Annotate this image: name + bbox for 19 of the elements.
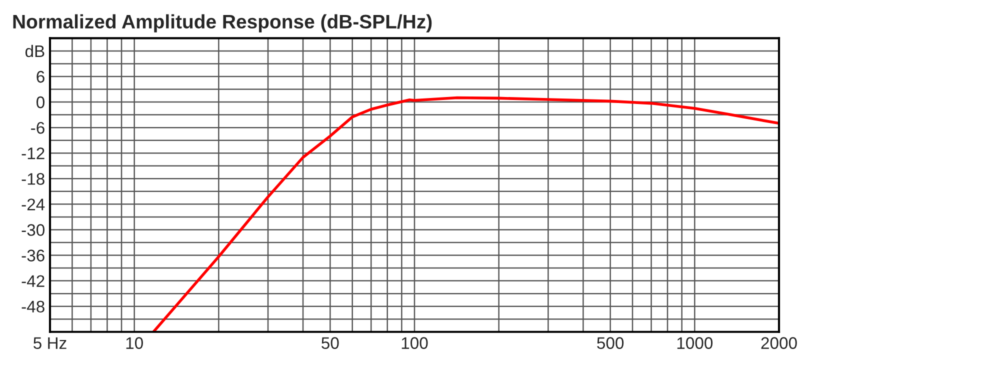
x-tick-label: 10 xyxy=(126,337,143,349)
y-tick-label: -48 xyxy=(22,300,44,313)
x-tick-label: 50 xyxy=(322,337,339,349)
chart-title: Normalized Amplitude Response (dB-SPL/Hz) xyxy=(13,14,432,32)
x-tick-label: 100 xyxy=(402,337,428,349)
y-tick-label: -36 xyxy=(22,250,44,262)
y-tick-label: dB xyxy=(25,44,44,58)
y-tick-label: -18 xyxy=(22,173,44,185)
y-tick-label: -24 xyxy=(22,198,45,210)
x-tick-label: 1000 xyxy=(677,337,713,349)
y-tick-label: -12 xyxy=(22,148,44,160)
y-tick-label: -42 xyxy=(22,275,44,287)
y-tick-label: -30 xyxy=(22,224,44,236)
y-tick-label: 6 xyxy=(36,70,44,83)
x-tick-label: 5 Hz xyxy=(34,337,66,349)
x-tick-label: 2000 xyxy=(761,337,797,349)
y-tick-label: 0 xyxy=(36,96,44,108)
x-tick-label: 500 xyxy=(597,337,624,349)
y-tick-label: -6 xyxy=(31,122,44,134)
